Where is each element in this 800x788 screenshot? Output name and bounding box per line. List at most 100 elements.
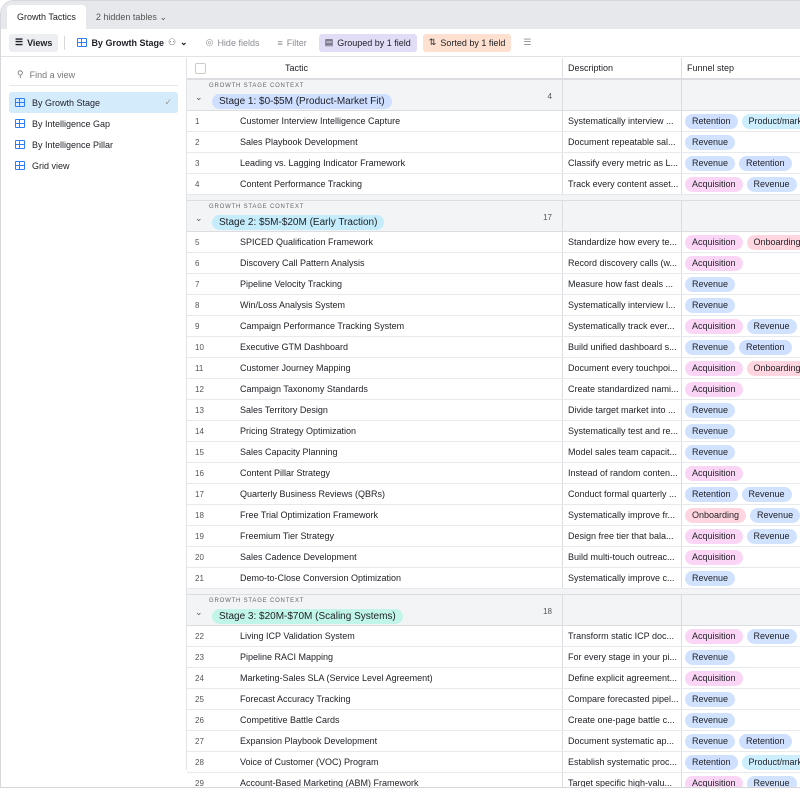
table-row[interactable]: 26 Competitive Battle Cards Create one-pag… <box>187 710 800 731</box>
funnel-step-cell[interactable]: Acquisition <box>682 463 800 483</box>
table-row[interactable]: 29 Account-Based Marketing (ABM) Framewor… <box>187 773 800 787</box>
funnel-step-cell[interactable]: Revenue <box>682 295 800 315</box>
table-row[interactable]: 23 Pipeline RACI Mapping For every stage i… <box>187 647 800 668</box>
description-cell[interactable]: Design free tier that bala... <box>563 526 682 546</box>
table-row[interactable]: 2 Sales Playbook Development Document repe… <box>187 132 800 153</box>
funnel-step-cell[interactable]: Revenue <box>682 568 800 588</box>
find-view-input[interactable]: Find a view <box>29 69 76 80</box>
tactic-cell[interactable]: Demo-to-Close Conversion Optimization <box>233 568 563 588</box>
tactic-cell[interactable]: Quarterly Business Reviews (QBRs) <box>233 484 563 504</box>
view-switcher[interactable]: By Growth Stage ⚇ ⌄ <box>71 34 193 52</box>
funnel-step-cell[interactable]: Acquisition Revenue <box>682 316 800 336</box>
description-cell[interactable]: Target specific high-valu... <box>563 773 682 787</box>
table-row[interactable]: 15 Sales Capacity Planning Model sales tea… <box>187 442 800 463</box>
description-cell[interactable]: Conduct formal quarterly ... <box>563 484 682 504</box>
tactic-cell[interactable]: Content Performance Tracking <box>233 174 563 194</box>
tactic-cell[interactable]: Voice of Customer (VOC) Program <box>233 752 563 772</box>
table-row[interactable]: 8 Win/Loss Analysis System Systematically … <box>187 295 800 316</box>
tactic-cell[interactable]: SPICED Qualification Framework <box>233 232 563 252</box>
tactic-cell[interactable]: Forecast Accuracy Tracking <box>233 689 563 709</box>
table-row[interactable]: 22 Living ICP Validation System Transform … <box>187 626 800 647</box>
tactic-cell[interactable]: Pipeline RACI Mapping <box>233 647 563 667</box>
funnel-step-cell[interactable]: Revenue <box>682 647 800 667</box>
funnel-step-cell[interactable]: Retention Revenue <box>682 484 800 504</box>
funnel-step-cell[interactable]: Acquisition Revenue <box>682 773 800 787</box>
filter-button[interactable]: ≡ Filter <box>271 34 312 52</box>
table-row[interactable]: 7 Pipeline Velocity Tracking Measure how f… <box>187 274 800 295</box>
description-cell[interactable]: Compare forecasted pipel... <box>563 689 682 709</box>
funnel-step-cell[interactable]: Acquisition <box>682 253 800 273</box>
tactic-cell[interactable]: Freemium Tier Strategy <box>233 526 563 546</box>
table-row[interactable]: 28 Voice of Customer (VOC) Program Establi… <box>187 752 800 773</box>
collapse-chevron-icon[interactable]: ⌄ <box>195 92 203 102</box>
table-row[interactable]: 27 Expansion Playbook Development Document… <box>187 731 800 752</box>
description-cell[interactable]: Define explicit agreement... <box>563 668 682 688</box>
table-row[interactable]: 21 Demo-to-Close Conversion Optimization S… <box>187 568 800 589</box>
funnel-step-cell[interactable]: Revenue Retention <box>682 153 800 173</box>
table-row[interactable]: 4 Content Performance Tracking Track every… <box>187 174 800 195</box>
tactic-cell[interactable]: Campaign Taxonomy Standards <box>233 379 563 399</box>
view-item[interactable]: By Growth Stage ✓ <box>9 92 178 113</box>
collapse-chevron-icon[interactable]: ⌄ <box>195 213 203 223</box>
description-cell[interactable]: Build multi-touch outreac... <box>563 547 682 567</box>
tactic-cell[interactable]: Discovery Call Pattern Analysis <box>233 253 563 273</box>
hidden-tables-dropdown[interactable]: 2 hidden tables ⌄ <box>86 5 177 29</box>
group-button[interactable]: ▤ Grouped by 1 field <box>318 33 417 52</box>
funnel-step-cell[interactable]: Acquisition <box>682 547 800 567</box>
select-all-checkbox[interactable] <box>195 62 206 74</box>
table-row[interactable]: 17 Quarterly Business Reviews (QBRs) Condu… <box>187 484 800 505</box>
funnel-step-cell[interactable]: Acquisition Revenue <box>682 626 800 646</box>
description-cell[interactable]: Systematically interview ... <box>563 111 682 131</box>
table-row[interactable]: 1 Customer Interview Intelligence Capture… <box>187 111 800 132</box>
tactic-cell[interactable]: Expansion Playbook Development <box>233 731 563 751</box>
description-cell[interactable]: Systematically improve c... <box>563 568 682 588</box>
column-header-funnel-step[interactable]: Funnel step <box>687 63 735 73</box>
views-button[interactable]: ☰ Views <box>9 33 59 52</box>
description-cell[interactable]: Measure how fast deals ... <box>563 274 682 294</box>
collapse-chevron-icon[interactable]: ⌄ <box>195 607 203 617</box>
table-row[interactable]: 10 Executive GTM Dashboard Build unified d… <box>187 337 800 358</box>
tactic-cell[interactable]: Marketing-Sales SLA (Service Level Agree… <box>233 668 563 688</box>
table-row[interactable]: 11 Customer Journey Mapping Document every… <box>187 358 800 379</box>
tactic-cell[interactable]: Customer Journey Mapping <box>233 358 563 378</box>
table-row[interactable]: 13 Sales Territory Design Divide target ma… <box>187 400 800 421</box>
funnel-step-cell[interactable]: Acquisition Revenue <box>682 174 800 194</box>
tactic-cell[interactable]: Free Trial Optimization Framework <box>233 505 563 525</box>
tactic-cell[interactable]: Campaign Performance Tracking System <box>233 316 563 336</box>
view-item[interactable]: By Intelligence Pillar <box>9 134 178 155</box>
funnel-step-cell[interactable]: Revenue <box>682 442 800 462</box>
table-row[interactable]: 12 Campaign Taxonomy Standards Create stan… <box>187 379 800 400</box>
description-cell[interactable]: Build unified dashboard s... <box>563 337 682 357</box>
tactic-cell[interactable]: Sales Capacity Planning <box>233 442 563 462</box>
table-row[interactable]: 18 Free Trial Optimization Framework Syste… <box>187 505 800 526</box>
column-header-description[interactable]: Description <box>563 58 682 78</box>
funnel-step-cell[interactable]: Acquisition Revenue <box>682 526 800 546</box>
description-cell[interactable]: Transform static ICP doc... <box>563 626 682 646</box>
view-item[interactable]: By Intelligence Gap <box>9 113 178 134</box>
row-height-button[interactable]: ☰ <box>517 34 537 52</box>
description-cell[interactable]: Model sales team capacit... <box>563 442 682 462</box>
tactic-cell[interactable]: Account-Based Marketing (ABM) Framework <box>233 773 563 787</box>
table-row[interactable]: 19 Freemium Tier Strategy Design free tier… <box>187 526 800 547</box>
tactic-cell[interactable]: Customer Interview Intelligence Capture <box>233 111 563 131</box>
view-item[interactable]: Grid view <box>9 155 178 176</box>
description-cell[interactable]: Document every touchpoi... <box>563 358 682 378</box>
table-row[interactable]: 20 Sales Cadence Development Build multi-t… <box>187 547 800 568</box>
description-cell[interactable]: Standardize how every te... <box>563 232 682 252</box>
tactic-cell[interactable]: Sales Playbook Development <box>233 132 563 152</box>
description-cell[interactable]: Create standardized nami... <box>563 379 682 399</box>
funnel-step-cell[interactable]: Revenue Retention <box>682 731 800 751</box>
funnel-step-cell[interactable]: Acquisition Onboarding <box>682 232 800 252</box>
tactic-cell[interactable]: Pipeline Velocity Tracking <box>233 274 563 294</box>
table-row[interactable]: 25 Forecast Accuracy Tracking Compare fore… <box>187 689 800 710</box>
tactic-cell[interactable]: Living ICP Validation System <box>233 626 563 646</box>
hide-fields-button[interactable]: ◎ Hide fields <box>200 34 266 52</box>
description-cell[interactable]: Instead of random conten... <box>563 463 682 483</box>
description-cell[interactable]: Systematically track ever... <box>563 316 682 336</box>
description-cell[interactable]: Systematically interview l... <box>563 295 682 315</box>
description-cell[interactable]: Establish systematic proc... <box>563 752 682 772</box>
description-cell[interactable]: For every stage in your pi... <box>563 647 682 667</box>
funnel-step-cell[interactable]: Revenue <box>682 132 800 152</box>
